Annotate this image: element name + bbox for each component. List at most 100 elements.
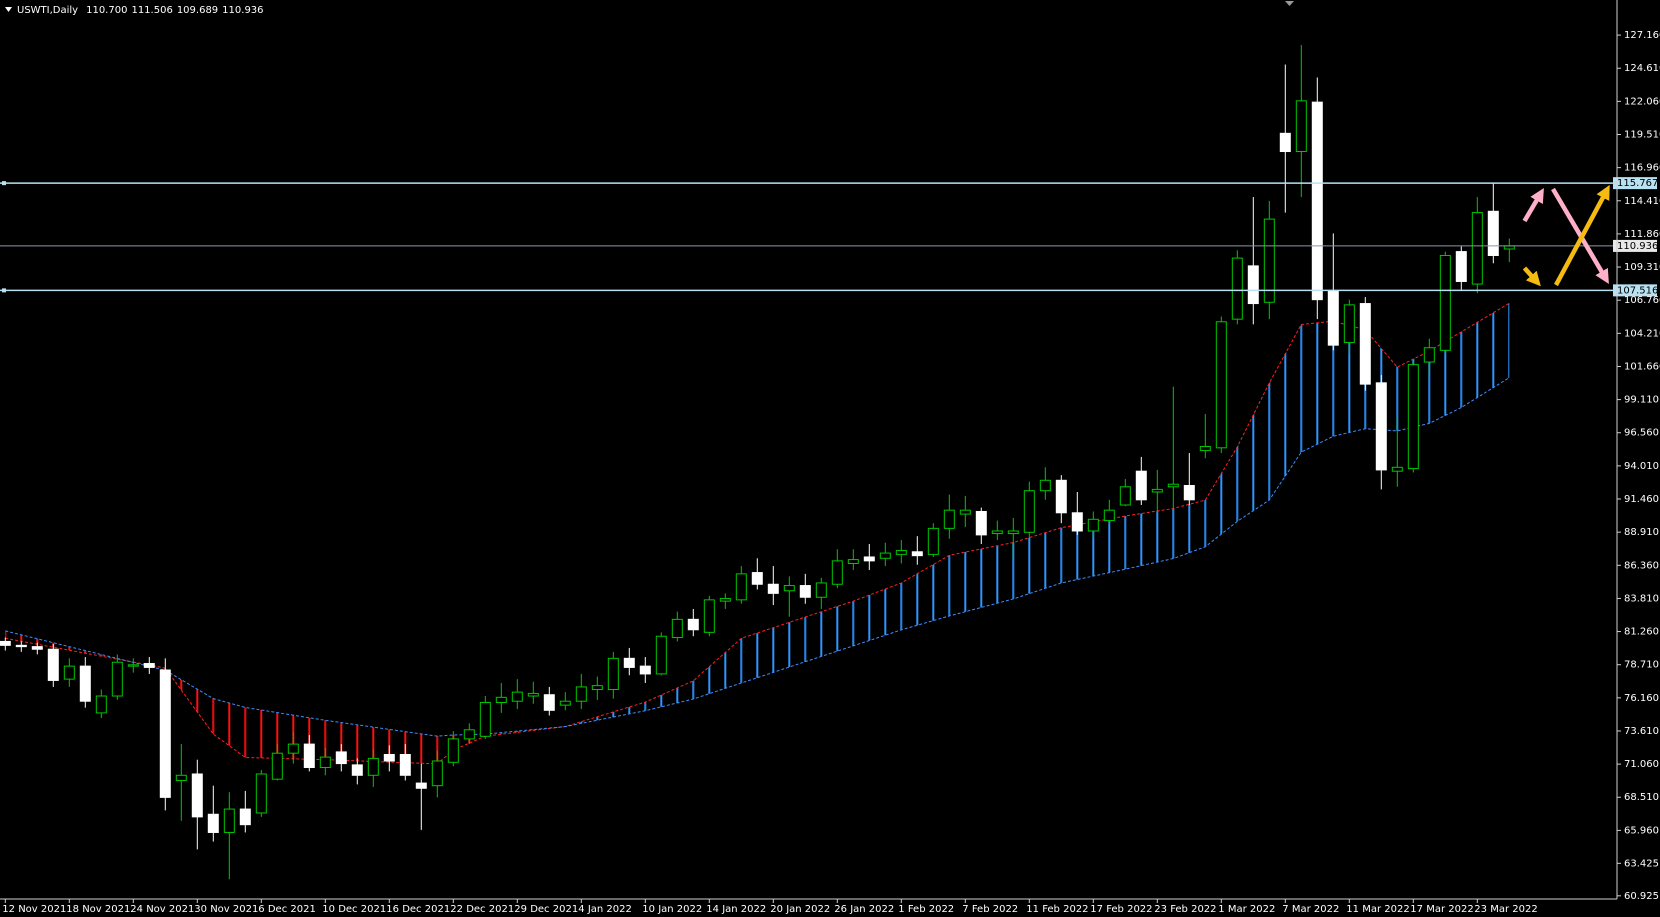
level-label-box [1613,177,1657,190]
candle-body [831,560,843,585]
cloud-fill [741,617,806,684]
cloud-fill [645,680,694,711]
candle-body [639,665,651,675]
x-tick-label: 11 Mar 2022 [1346,904,1409,915]
menu-triangle [5,7,12,12]
y-tick-label: 73.610 [1624,726,1659,737]
candle-body [431,760,443,787]
candle-body [223,808,235,833]
x-tick-label: 29 Dec 2021 [514,904,578,915]
candle-body [1103,509,1115,522]
candle-body [31,646,43,650]
cloud-fill [853,582,902,646]
candle-body [1023,490,1035,533]
candle-body [1375,382,1387,471]
x-tick-label: 23 Feb 2022 [1154,904,1216,915]
candle-body [511,691,523,702]
cloud-fill [693,638,742,700]
cloud-line [5,377,1510,737]
y-tick-label: 124.610 [1624,63,1660,74]
candle-body [1183,484,1195,501]
candle-body [95,695,107,714]
candle-body [1039,479,1051,492]
x-tick-label: 23 Mar 2022 [1474,904,1537,915]
cloud-fill [1237,382,1270,522]
y-tick-label: 81.260 [1624,627,1659,638]
y-tick-label: 68.510 [1624,792,1659,803]
candle-body [287,743,299,754]
candle-body [1487,210,1499,256]
cloud-fill [1205,446,1238,547]
x-tick-label: 1 Feb 2022 [898,904,954,915]
candle-body [1407,364,1419,470]
candle-body [623,657,635,668]
x-tick-label: 12 Nov 2021 [2,904,66,915]
level-label: 115.767 [1617,178,1658,189]
candle-body [527,692,539,697]
candle-body [911,551,923,557]
candle-body [463,729,475,740]
y-tick-label: 111.860 [1624,229,1660,240]
arrow [1522,266,1541,287]
x-tick-label: 22 Dec 2021 [450,904,514,915]
candle-body [335,751,347,765]
y-tick-label: 86.360 [1624,560,1659,571]
candle-body [159,669,171,798]
arrow [1522,188,1544,223]
candle-body [1167,483,1179,488]
candle-body [1247,265,1259,305]
chart-header: USWTI,Daily 110.700 111.506 109.689 110.936 [17,5,264,16]
candle-body [879,552,891,559]
candle-body [191,773,203,818]
arrow [1554,184,1610,287]
candle-body [959,509,971,515]
candle-body [479,702,491,737]
candle-body [383,753,395,762]
x-tick-label: 30 Nov 2021 [194,904,258,915]
y-tick-label: 91.460 [1624,494,1659,505]
candle-body [1071,512,1083,532]
candle-body [767,583,779,594]
x-tick-label: 7 Mar 2022 [1282,904,1339,915]
y-tick-label: 114.410 [1624,196,1660,207]
candle-body [303,743,315,768]
candle-body [1263,218,1275,303]
x-tick-label: 18 Nov 2021 [66,904,130,915]
candle-body [1327,290,1339,346]
candle-body [847,559,859,564]
candle-body [47,648,59,681]
arrow [1551,187,1609,284]
candle-body [703,599,715,633]
y-tick-label: 109.310 [1624,262,1660,273]
y-tick-label: 76.160 [1624,693,1659,704]
candle-body [1087,518,1099,532]
y-tick-label: 83.810 [1624,593,1659,604]
candle-body [783,585,795,592]
candle-body [655,635,667,675]
y-tick-label: 94.010 [1624,461,1659,472]
candle-body [751,572,763,585]
candle-body [399,753,411,776]
close-price: 110.936 [222,5,263,16]
low-price: 109.689 [177,5,218,16]
candle-body [1311,101,1323,301]
candle-body [975,510,987,536]
cloud-fill [1429,331,1462,424]
y-tick-label: 71.060 [1624,759,1659,770]
candle-body [111,661,123,697]
candle-body [127,664,139,667]
y-tick-label: 101.660 [1624,361,1660,372]
candle-body [0,640,11,646]
high-price: 111.506 [131,5,172,16]
x-tick-label: 6 Dec 2021 [258,904,316,915]
candle-body [671,618,683,639]
cloud-fill [805,601,854,662]
candle-body [63,665,75,680]
y-tick-label: 99.110 [1624,395,1659,406]
x-tick-label: 17 Mar 2022 [1410,904,1473,915]
candle-body [1231,257,1243,320]
price-label-box [1613,239,1657,252]
candle-body [351,764,363,776]
level-handle [2,181,6,186]
